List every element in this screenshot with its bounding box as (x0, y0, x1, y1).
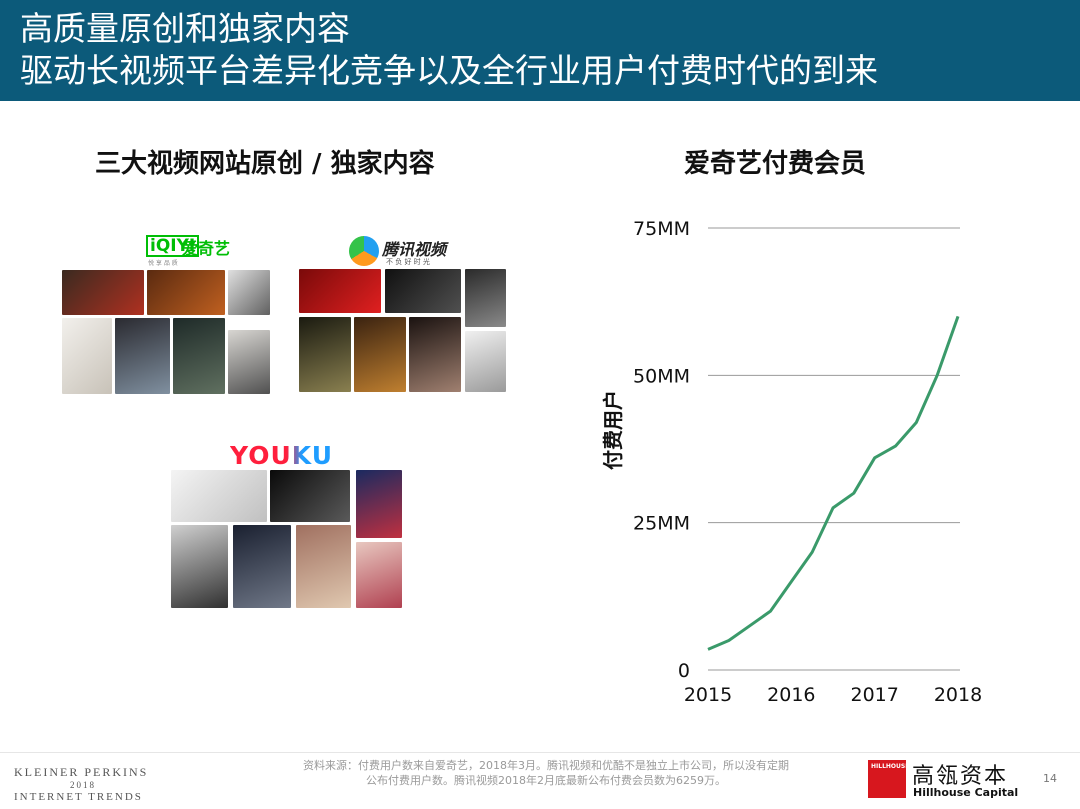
x-tick-label: 2018 (934, 684, 982, 706)
y-tick-label: 0 (678, 660, 690, 682)
poster-tile (354, 317, 406, 392)
poster-tile (115, 318, 170, 394)
poster-tile (356, 542, 402, 608)
tencent-video-icon (349, 236, 379, 266)
tencent-tagline: 不 负 好 时 光 (386, 258, 430, 266)
footer-divider (0, 752, 1080, 753)
y-axis-label: 付费用户 (601, 390, 625, 470)
poster-tile (299, 317, 351, 392)
x-axis-ticks: 2015 2016 2017 2018 (684, 684, 982, 706)
source-note-line2: 公布付费用户数。腾讯视频2018年2月底最新公布付费会员数为6259万。 (366, 774, 726, 787)
poster-tile (465, 269, 506, 327)
poster-tile (171, 525, 228, 608)
poster-tile (296, 525, 351, 608)
poster-tile (385, 269, 461, 313)
page-number: 14 (1043, 772, 1057, 785)
footer-kp-year: 2018 (70, 780, 96, 790)
iqiyi-logo-name: 爱奇艺 (182, 239, 231, 258)
y-axis-ticks: 0 25MM 50MM 75MM (633, 218, 690, 682)
header-title-line2: 驱动长视频平台差异化竞争以及全行业用户付费时代的到来 (20, 51, 878, 90)
poster-tile (62, 318, 112, 394)
poster-tile (270, 470, 350, 522)
series-line-paid-members (707, 315, 960, 651)
source-note-line1: 资料来源：付费用户数来自爱奇艺，2018年3月。腾讯视频和优酷不是独立上市公司，… (303, 759, 789, 772)
tencent-logo-name: 腾讯视频 (382, 240, 447, 259)
hillhouse-brand-en: Hillhouse Capital (913, 786, 1019, 799)
x-tick-label: 2016 (767, 684, 815, 706)
y-tick-label: 50MM (633, 365, 690, 387)
footer-kp-subtitle: INTERNET TRENDS (14, 791, 143, 803)
poster-tile (171, 470, 267, 522)
header-title-line1: 高质量原创和独家内容 (20, 9, 350, 48)
chart-grid (708, 227, 960, 671)
tencent-poster-collage (299, 269, 509, 394)
poster-tile (233, 525, 291, 608)
hillhouse-brand-cn: 高瓴资本 (912, 764, 1009, 789)
iqiyi-tagline: 悦 享 品 质 (148, 260, 178, 267)
poster-tile (147, 270, 225, 315)
hillhouse-logo-box: HILLHOUSE (868, 760, 910, 798)
chart-title: 爱奇艺付费会员 (684, 149, 867, 179)
iqiyi-poster-collage (62, 270, 272, 395)
x-tick-label: 2015 (684, 684, 732, 706)
line-chart: 0 25MM 50MM 75MM 2015 2016 2017 2018 付费用户 (601, 218, 982, 706)
poster-tile (62, 270, 144, 315)
hillhouse-logo-box-text: HILLHOUSE (871, 763, 910, 770)
header-banner: 高质量原创和独家内容 驱动长视频平台差异化竞争以及全行业用户付费时代的到来 (0, 0, 1080, 101)
x-tick-label: 2017 (850, 684, 898, 706)
poster-tile (173, 318, 225, 394)
poster-tile (228, 330, 270, 394)
y-tick-label: 75MM (633, 218, 690, 240)
poster-tile (228, 270, 270, 315)
poster-tile (356, 470, 402, 538)
youku-logo-text: YOUKU (230, 441, 333, 470)
youku-logo: YOUKU (230, 441, 333, 470)
poster-tile (299, 269, 381, 313)
left-panel-title: 三大视频网站原创 / 独家内容 (95, 149, 435, 179)
poster-tile (465, 331, 506, 392)
youku-poster-collage (171, 470, 403, 610)
poster-tile (409, 317, 461, 392)
iqiyi-logo-mark: iQIYI (146, 235, 200, 257)
footer-kp-title: KLEINER PERKINS (14, 765, 149, 779)
y-tick-label: 25MM (633, 513, 690, 535)
source-note: 资料来源：付费用户数来自爱奇艺，2018年3月。腾讯视频和优酷不是独立上市公司，… (266, 758, 826, 788)
